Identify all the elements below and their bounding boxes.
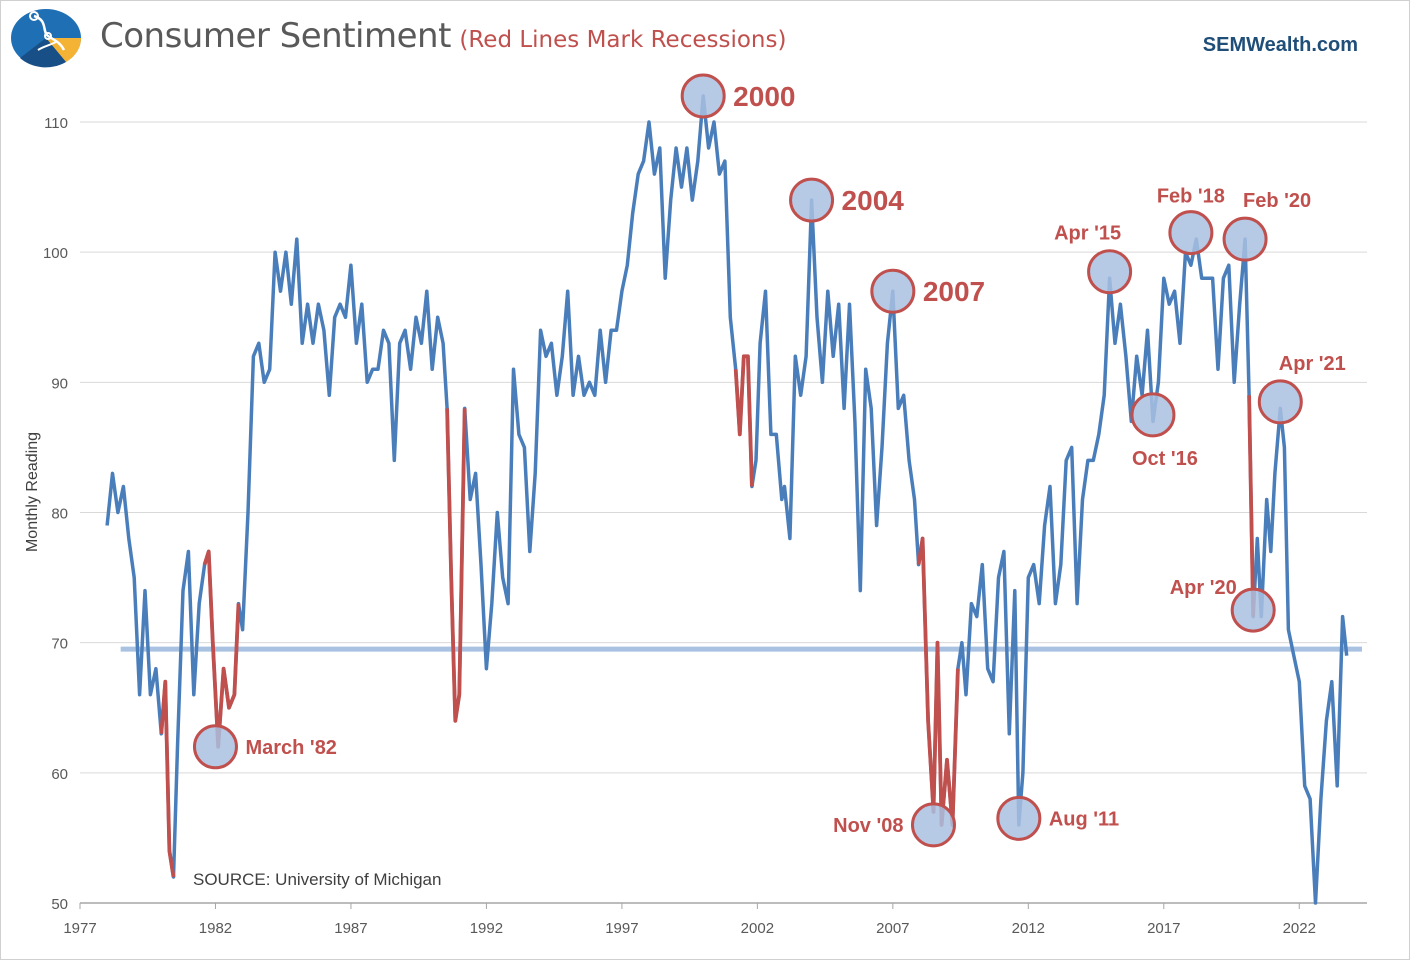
annotation-label: Nov '08	[833, 815, 903, 837]
x-tick-label: 2002	[741, 920, 774, 937]
y-tick-label: 90	[51, 375, 68, 392]
x-tick-label: 1987	[334, 920, 367, 937]
x-tick-labels: 1977 1982 1987 1992 1997 2002 2007 2012 2017 2022	[63, 920, 1316, 937]
annotation-label: Apr '21	[1279, 353, 1346, 375]
y-tick-labels: 50 60 70 80 90 100 110	[43, 115, 68, 913]
x-tick-label: 1997	[605, 920, 638, 937]
y-tick-label: 70	[51, 636, 68, 653]
annotation-circle	[192, 724, 238, 770]
annotation-circle	[1168, 210, 1214, 256]
annotation-label: Apr '20	[1170, 577, 1237, 599]
x-tick-label: 2012	[1012, 920, 1045, 937]
recession-segment	[733, 354, 754, 487]
chart-title-row: Consumer Sentiment (Red Lines Mark Reces…	[100, 16, 786, 56]
annotation-label: Oct '16	[1132, 448, 1198, 470]
recession-segment	[916, 536, 960, 827]
y-axis-label: Monthly Reading	[24, 432, 41, 552]
recession-segment	[445, 408, 467, 723]
recession-segment	[202, 549, 241, 749]
chart-subtitle: (Red Lines Mark Recessions)	[459, 27, 787, 53]
y-tick-label: 50	[51, 896, 68, 913]
y-tick-label: 100	[43, 245, 68, 262]
recession-segment	[1247, 395, 1256, 617]
annotation-label: Aug '11	[1049, 808, 1119, 830]
annotation-label: March '82	[245, 737, 336, 759]
annotation-markers: March '82 2000 2004 2007 Nov '08 Aug '11 Apr '…	[192, 73, 1346, 848]
y-tick-label: 80	[51, 506, 68, 523]
annotation-circle	[996, 795, 1042, 841]
annotation-label: 2000	[733, 81, 795, 112]
x-tick-label: 2007	[876, 920, 909, 937]
series-line	[105, 94, 1349, 905]
annotation-circle	[1087, 249, 1133, 295]
annotation-circle	[870, 268, 916, 314]
annotation-circle	[1222, 216, 1268, 262]
annotation-label: Feb '18	[1157, 186, 1225, 208]
x-tick-label: 2022	[1283, 920, 1316, 937]
annotation-label: 2007	[923, 276, 985, 307]
annotation-circle	[1130, 392, 1176, 438]
x-tick-label: 1977	[63, 920, 96, 937]
y-tick-label: 110	[44, 115, 68, 132]
recession-segment	[159, 679, 176, 878]
x-tick-label: 1992	[470, 920, 503, 937]
chart-title: Consumer Sentiment	[100, 16, 451, 56]
x-tick-label: 2017	[1147, 920, 1180, 937]
source-note: SOURCE: University of Michigan	[193, 870, 441, 889]
brand-link[interactable]: SEMWealth.com	[1202, 34, 1358, 56]
annotation-circle	[680, 73, 726, 119]
annotation-label: Feb '20	[1243, 190, 1311, 212]
annotation-circle	[910, 802, 956, 848]
annotation-circle	[789, 177, 835, 223]
annotation-label: Apr '15	[1054, 223, 1121, 245]
y-tick-label: 60	[51, 766, 68, 783]
x-tick-label: 1982	[199, 920, 232, 937]
annotation-label: 2004	[842, 185, 905, 216]
sentiment-series	[105, 94, 1349, 905]
annotation-circle	[1230, 587, 1276, 633]
logo-icon	[8, 6, 84, 70]
annotation-circle	[1257, 379, 1303, 425]
